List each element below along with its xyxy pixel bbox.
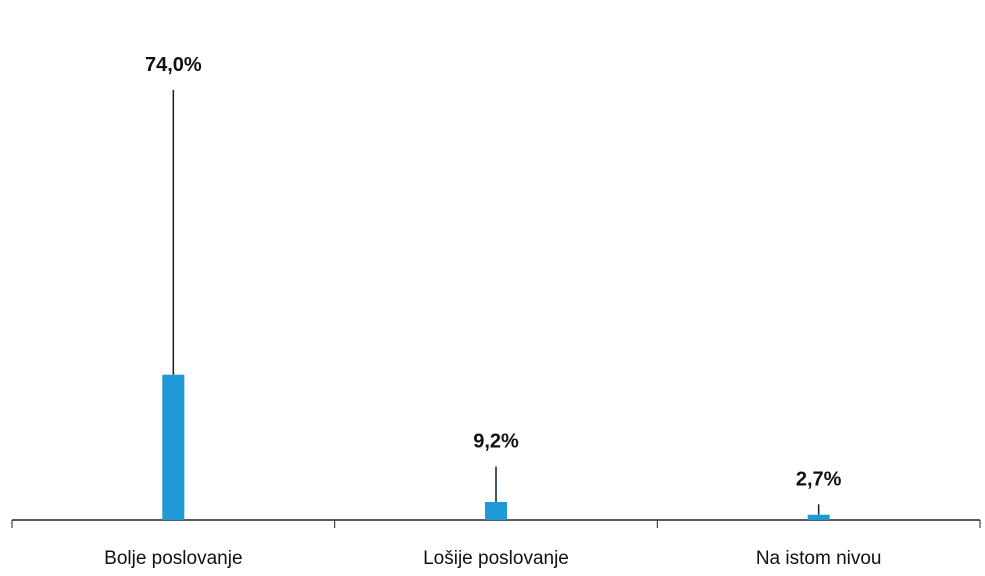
category-label: Bolje poslovanje [104,548,242,569]
data-label: 2,7% [796,468,842,490]
bar [807,514,830,520]
bar [485,501,507,520]
data-label: 9,2% [473,431,519,453]
category-label: Lošije poslovanje [423,548,569,569]
bar [162,374,185,520]
category-label: Na istom nivou [756,548,882,569]
data-label: 74,0% [145,54,202,76]
